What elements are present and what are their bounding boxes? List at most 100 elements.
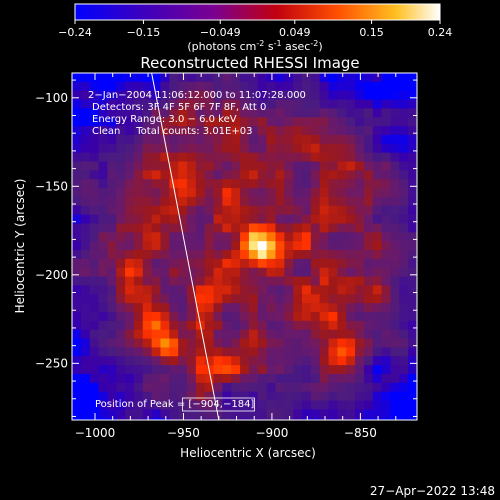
heatmap-cell xyxy=(231,99,241,110)
heatmap-cell xyxy=(381,134,392,145)
heatmap-cell xyxy=(399,205,409,216)
heatmap-cell xyxy=(275,143,285,154)
heatmap-cell xyxy=(231,285,241,295)
heatmap-cell xyxy=(231,161,241,171)
heatmap-cell xyxy=(284,161,294,171)
heatmap-cell xyxy=(390,294,400,304)
heatmap-cell xyxy=(363,347,374,357)
heatmap-cell xyxy=(328,179,338,189)
heatmap-cell xyxy=(80,73,91,83)
heatmap-cell xyxy=(257,90,268,101)
heatmap-cell xyxy=(107,81,117,92)
heatmap-cell xyxy=(248,90,259,101)
heatmap-cell xyxy=(399,409,409,419)
heatmap-cell xyxy=(178,391,188,402)
heatmap-cell xyxy=(80,152,91,163)
heatmap-cell xyxy=(275,250,285,260)
heatmap-cell xyxy=(240,356,250,366)
heatmap-cell xyxy=(381,400,392,410)
heatmap-cell xyxy=(125,223,135,233)
heatmap-cell xyxy=(257,418,268,420)
heatmap-cell xyxy=(310,329,321,340)
heatmap-cell xyxy=(125,90,135,101)
heatmap-cell xyxy=(107,143,117,154)
heatmap-cell xyxy=(337,409,347,419)
heatmap-cell xyxy=(72,294,82,304)
heatmap-cell xyxy=(310,196,321,207)
heatmap-cell xyxy=(160,258,170,269)
heatmap-cell xyxy=(151,258,162,269)
heatmap-cell xyxy=(151,170,162,180)
heatmap-cell xyxy=(107,382,117,393)
heatmap-cell xyxy=(302,365,312,375)
heatmap-cell xyxy=(310,232,321,242)
heatmap-cell xyxy=(266,205,277,216)
heatmap-cell xyxy=(266,179,277,189)
annotation-energy: Energy Range: 3.0 − 6.0 keV xyxy=(92,114,237,125)
heatmap-cell xyxy=(187,108,197,118)
heatmap-cell xyxy=(240,205,250,216)
heatmap-cell xyxy=(390,161,400,171)
heatmap-cell xyxy=(213,134,223,145)
annotation-counts: Clean Total counts: 3.01E+03 xyxy=(92,126,252,137)
axes: −1000 −950 −900 −850−100−150−200−250 xyxy=(35,73,417,440)
heatmap-cell xyxy=(204,303,215,313)
solar-limb-line xyxy=(151,72,220,421)
heatmap-cell xyxy=(98,205,108,216)
heatmap-cell xyxy=(408,409,417,419)
heatmap-cell xyxy=(107,73,117,83)
heatmap-cell xyxy=(222,400,232,410)
heatmap-cell xyxy=(372,152,383,163)
heatmap-cell xyxy=(363,241,374,251)
heatmap-cell xyxy=(390,373,400,384)
heatmap-cell xyxy=(310,418,321,420)
heatmap-cell xyxy=(293,347,303,357)
heatmap-cell xyxy=(310,356,321,366)
heatmap-cell xyxy=(355,152,365,163)
heatmap-cell xyxy=(231,73,241,83)
heatmap-cell xyxy=(257,143,268,154)
heatmap-cell xyxy=(257,320,268,331)
heatmap-cell xyxy=(213,126,223,136)
heatmap-cell xyxy=(116,73,126,83)
heatmap-cell xyxy=(275,418,285,420)
heatmap-cell xyxy=(80,338,91,349)
heatmap-cell xyxy=(169,205,179,216)
heatmap-cell xyxy=(107,312,117,322)
heatmap-cell xyxy=(284,285,294,295)
heatmap-cell xyxy=(169,232,179,242)
heatmap-cell xyxy=(231,241,241,251)
heatmap-cell xyxy=(98,223,108,233)
heatmap-cell xyxy=(72,356,82,366)
heatmap-cell xyxy=(187,409,197,419)
heatmap-cell xyxy=(257,179,268,189)
heatmap-cell xyxy=(187,117,197,127)
heatmap-cell xyxy=(89,143,100,154)
heatmap-cell xyxy=(372,365,383,375)
heatmap-cell xyxy=(302,117,312,127)
heatmap-cell xyxy=(328,73,338,83)
heatmap-cell xyxy=(240,126,250,136)
heatmap-cell xyxy=(116,232,126,242)
heatmap-cell xyxy=(222,347,232,357)
heatmap-cell xyxy=(275,347,285,357)
heatmap-cell xyxy=(399,356,409,366)
heatmap-cell xyxy=(204,250,215,260)
heatmap-cell xyxy=(310,294,321,304)
heatmap-cell xyxy=(98,152,108,163)
x-axis-label: Heliocentric X (arcsec) xyxy=(180,446,316,460)
heatmap-cell xyxy=(195,409,206,419)
heatmap-cell xyxy=(408,81,417,92)
heatmap-cell xyxy=(80,241,91,251)
heatmap-cell xyxy=(328,285,338,295)
heatmap-cell xyxy=(257,250,268,260)
heatmap-cell xyxy=(160,161,170,171)
heatmap-cell xyxy=(231,134,241,145)
heatmap-cell xyxy=(125,161,135,171)
heatmap-cell xyxy=(231,232,241,242)
heatmap-cell xyxy=(381,73,392,83)
heatmap-cell xyxy=(399,418,409,420)
heatmap-cell xyxy=(381,320,392,331)
heatmap-cell xyxy=(381,161,392,171)
heatmap-cell xyxy=(257,232,268,242)
